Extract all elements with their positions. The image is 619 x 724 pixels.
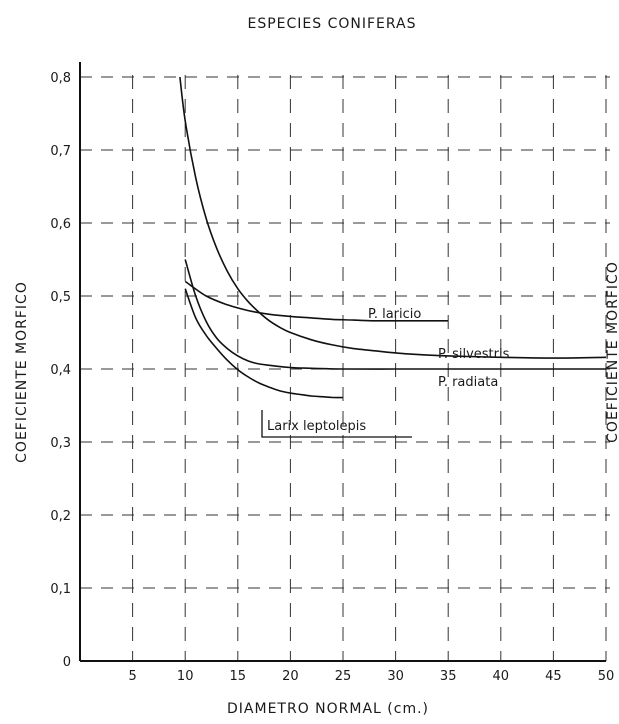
label-p-silvestris: P. silvestris xyxy=(438,347,510,362)
y-tick-label: 0,4 xyxy=(50,363,71,378)
y-axis-title: COEFICIENTE MORFICO xyxy=(14,281,30,463)
series-line-p-radiata xyxy=(184,259,606,370)
x-tick-label: 20 xyxy=(282,669,299,684)
x-tick-label: 50 xyxy=(598,669,615,684)
y-tick-label: 0,1 xyxy=(50,582,71,597)
y-tick-label: 0,7 xyxy=(50,144,71,159)
series-line-p-laricio xyxy=(184,280,449,322)
y-tick-label: 0,2 xyxy=(50,509,71,524)
x-tick-labels: 5 10 15 20 25 30 35 40 45 50 xyxy=(128,669,614,684)
x-tick-label: 5 xyxy=(128,669,136,684)
x-tick-label: 10 xyxy=(177,669,194,684)
x-tick-label: 35 xyxy=(440,669,457,684)
x-axis-title: DIAMETRO NORMAL (cm.) xyxy=(227,701,429,717)
series-line-larix-leptolepis xyxy=(184,288,344,399)
larix-leader xyxy=(261,410,412,438)
x-tick-label: 15 xyxy=(230,669,247,684)
y-axis-title-right: COEFICIENTE MORFICO xyxy=(605,261,619,443)
y-tick-label: 0,5 xyxy=(50,290,71,305)
x-tick-label: 45 xyxy=(545,669,562,684)
x-tick-label: 25 xyxy=(335,669,352,684)
y-tick-label: 0,6 xyxy=(50,217,71,232)
x-tick-label: 30 xyxy=(387,669,404,684)
label-p-laricio: P. laricio xyxy=(368,307,421,322)
chart-title: ESPECIES CONIFERAS xyxy=(247,16,416,32)
series-line-p-silvestris xyxy=(179,76,607,359)
x-tick-label: 40 xyxy=(493,669,510,684)
y-tick-label: 0,8 xyxy=(50,71,71,86)
y-tick-label: 0,3 xyxy=(50,436,71,451)
grid xyxy=(80,75,610,661)
label-larix-leptolepis: Larix leptolepis xyxy=(267,419,366,434)
label-p-radiata: P. radiata xyxy=(438,375,498,390)
y-tick-label: 0 xyxy=(63,655,71,670)
y-tick-labels: 0 0,1 0,2 0,3 0,4 0,5 0,6 0,7 0,8 xyxy=(50,71,71,670)
series xyxy=(179,76,607,399)
